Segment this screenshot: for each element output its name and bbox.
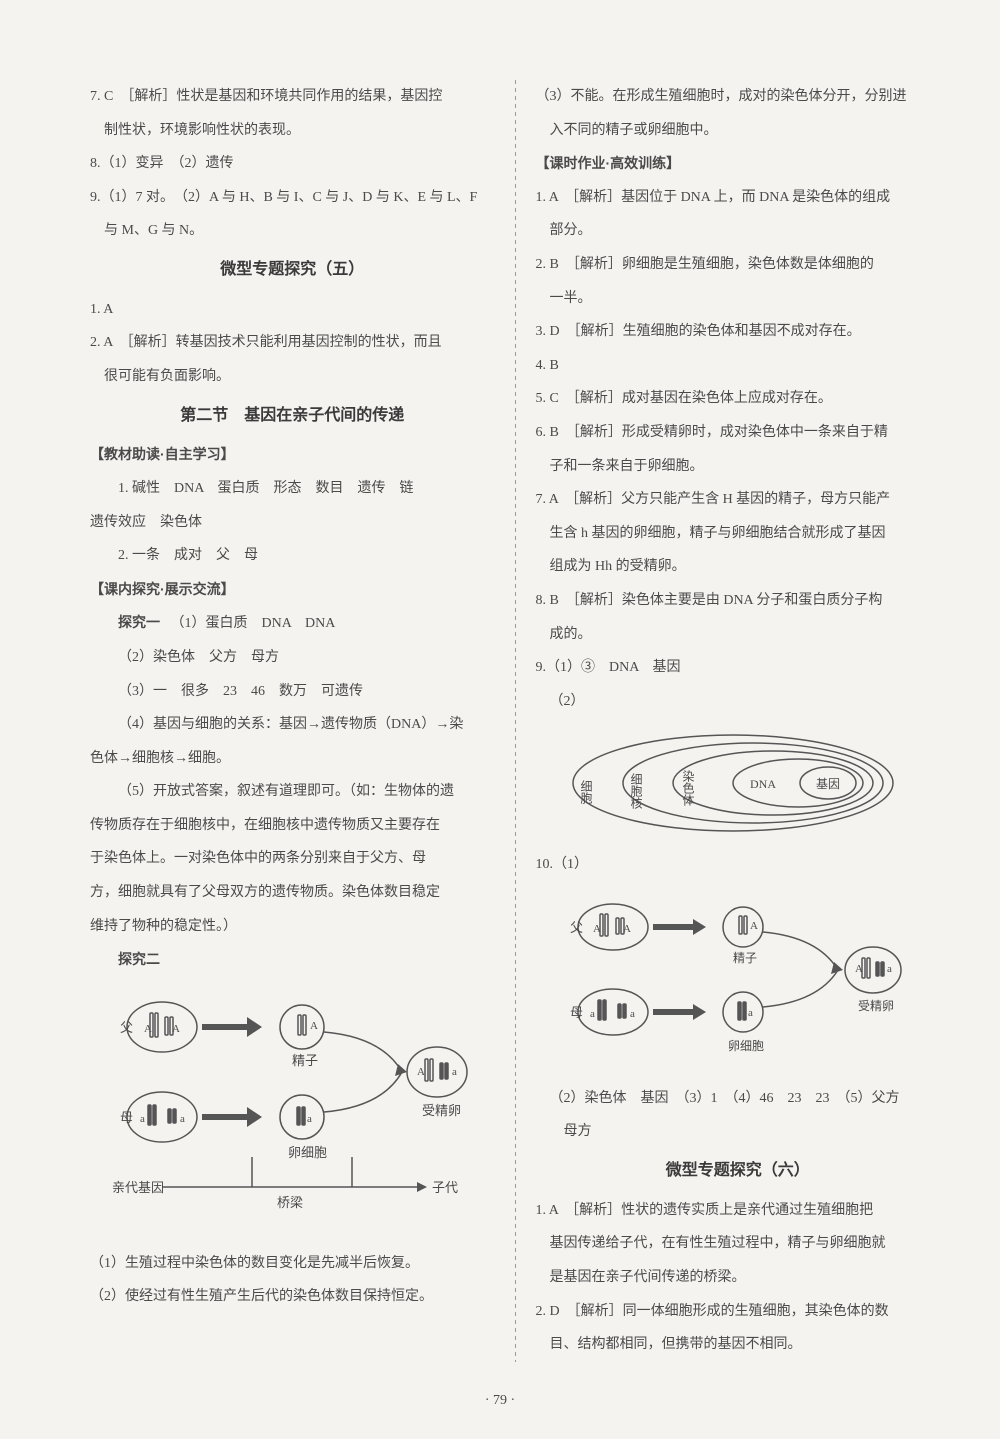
- text-line: （4）基因与细胞的关系：基因→遗传物质（DNA）→染: [90, 708, 495, 742]
- text-line: 基因传递给子代，在有性生殖过程中，精子与卵细胞就: [536, 1227, 941, 1261]
- svg-text:染色体: 染色体: [681, 769, 695, 807]
- svg-text:母: 母: [570, 1005, 583, 1020]
- svg-text:受精卵: 受精卵: [858, 999, 894, 1013]
- column-divider: [515, 80, 516, 1362]
- svg-text:a: a: [452, 1066, 457, 1078]
- left-column: 7. C ［解析］性状是基因和环境共同作用的结果，基因控 制性状，环境影响性状的…: [90, 80, 495, 1362]
- section-heading-micro5: 微型专题探究（五）: [90, 248, 495, 293]
- text-line: （2）染色体 父方 母方: [90, 641, 495, 675]
- text-line: 成的。: [536, 618, 941, 652]
- venn-diagram: 细胞 细胞核 染色体 DNA 基因: [558, 728, 918, 838]
- text-line: 2. D ［解析］同一体细胞形成的生殖细胞，其染色体的数: [536, 1295, 941, 1329]
- svg-text:父: 父: [120, 1020, 133, 1035]
- svg-text:DNA: DNA: [750, 777, 776, 791]
- subheading-explore2: 探究二: [90, 943, 495, 977]
- text-span: （1）蛋白质 DNA DNA: [164, 616, 336, 631]
- subheading-study: 【教材助读·自主学习】: [90, 438, 495, 472]
- subheading-explore: 【课内探究·展示交流】: [90, 573, 495, 607]
- text-line: （1）生殖过程中染色体的数目变化是先减半后恢复。: [90, 1247, 495, 1281]
- text-line: 方，细胞就具有了父母双方的遗传物质。染色体数目稳定: [90, 876, 495, 910]
- text-line: （3）不能。在形成生殖细胞时，成对的染色体分开，分别进: [536, 80, 941, 114]
- text-line: （5）开放式答案，叙述有道理即可。（如：生物体的遗: [90, 775, 495, 809]
- svg-text:a: a: [887, 963, 892, 975]
- text-line: 8. B ［解析］染色体主要是由 DNA 分子和蛋白质分子构: [536, 584, 941, 618]
- text-line: 10.（1）: [536, 848, 941, 882]
- text-line: 9.（1）7 对。 （2）A 与 H、B 与 I、C 与 J、D 与 K、E 与…: [90, 181, 495, 215]
- svg-text:母: 母: [120, 1110, 133, 1125]
- text-line: 传物质存在于细胞核中，在细胞核中遗传物质又主要存在: [90, 809, 495, 843]
- text-line: 目、结构都相同，但携带的基因不相同。: [536, 1328, 941, 1362]
- text-line: 制性状，环境影响性状的表现。: [90, 114, 495, 148]
- text-line: 是基因在亲子代间传递的桥梁。: [536, 1261, 941, 1295]
- text-line: 1. A ［解析］性状的遗传实质上是亲代通过生殖细胞把: [536, 1194, 941, 1228]
- text-line: （2）使经过有性生殖产生后代的染色体数目保持恒定。: [90, 1280, 495, 1314]
- svg-text:a: a: [590, 1008, 595, 1020]
- page-number: · 79 ·: [0, 1393, 1000, 1409]
- svg-text:受精卵: 受精卵: [422, 1103, 461, 1118]
- text-line: 遗传效应 染色体: [90, 506, 495, 540]
- svg-text:A: A: [750, 920, 758, 932]
- text-line: 2. B ［解析］卵细胞是生殖细胞，染色体数是体细胞的: [536, 248, 941, 282]
- svg-text:a: a: [307, 1113, 312, 1125]
- inheritance-diagram-2: 父 A A A 精子 母 a a: [548, 892, 928, 1072]
- svg-text:a: a: [748, 1007, 753, 1019]
- text-line: 7. A ［解析］父方只能产生含 H 基因的精子，母方只能产: [536, 483, 941, 517]
- inheritance-diagram-1: 父 A A A 精子 母 a a: [102, 987, 482, 1237]
- svg-text:细胞: 细胞: [579, 780, 593, 805]
- svg-text:精子: 精子: [292, 1053, 318, 1068]
- svg-text:桥梁: 桥梁: [277, 1195, 303, 1210]
- text-line: 7. C ［解析］性状是基因和环境共同作用的结果，基因控: [90, 80, 495, 114]
- page-container: 7. C ［解析］性状是基因和环境共同作用的结果，基因控 制性状，环境影响性状的…: [90, 80, 940, 1362]
- text-line: 子和一条来自于卵细胞。: [536, 450, 941, 484]
- text-line: 1. A ［解析］基因位于 DNA 上，而 DNA 是染色体的组成: [536, 181, 941, 215]
- text-line: 色体→细胞核→细胞。: [90, 742, 495, 776]
- svg-text:父: 父: [570, 920, 583, 935]
- text-line: 6. B ［解析］形成受精卵时，成对染色体中一条来自于精: [536, 416, 941, 450]
- text-line: 2. 一条 成对 父 母: [90, 539, 495, 573]
- text-line: 部分。: [536, 214, 941, 248]
- text-line: 生含 h 基因的卵细胞，精子与卵细胞结合就形成了基因: [536, 517, 941, 551]
- text-line: （2）: [536, 685, 941, 719]
- svg-text:a: a: [180, 1113, 185, 1125]
- text-line: 维持了物种的稳定性。）: [90, 910, 495, 944]
- text-line: 4. B: [536, 349, 941, 383]
- text-line: 与 M、G 与 N。: [90, 214, 495, 248]
- text-line: 入不同的精子或卵细胞中。: [536, 114, 941, 148]
- text-line: 一半。: [536, 282, 941, 316]
- svg-text:A: A: [144, 1023, 152, 1035]
- text-line: 2. A ［解析］转基因技术只能利用基因控制的性状，而且: [90, 326, 495, 360]
- text-line: 于染色体上。一对染色体中的两条分别来自于父方、母: [90, 842, 495, 876]
- text-line: 探究一 （1）蛋白质 DNA DNA: [90, 606, 495, 641]
- svg-text:卵细胞: 卵细胞: [728, 1039, 764, 1053]
- text-line: 组成为 Hh 的受精卵。: [536, 550, 941, 584]
- svg-text:精子: 精子: [733, 951, 757, 965]
- text-line: 8.（1）变异 （2）遗传: [90, 147, 495, 181]
- text-line: 1. A: [90, 293, 495, 327]
- svg-text:A: A: [417, 1066, 425, 1078]
- section-heading-sec2: 第二节 基因在亲子代间的传递: [90, 394, 495, 439]
- svg-text:a: a: [630, 1008, 635, 1020]
- svg-text:细胞核: 细胞核: [629, 773, 643, 809]
- text-line: （3）一 很多 23 46 数万 可遗传: [90, 675, 495, 709]
- text-line: 很可能有负面影响。: [90, 360, 495, 394]
- svg-text:A: A: [310, 1020, 318, 1032]
- text-line: 1. 碱性 DNA 蛋白质 形态 数目 遗传 链: [90, 472, 495, 506]
- right-column: （3）不能。在形成生殖细胞时，成对的染色体分开，分别进 入不同的精子或卵细胞中。…: [536, 80, 941, 1362]
- section-heading-micro6: 微型专题探究（六）: [536, 1149, 941, 1194]
- bold-label: 探究一: [118, 614, 160, 630]
- text-line: 3. D ［解析］生殖细胞的染色体和基因不成对存在。: [536, 315, 941, 349]
- text-line: 5. C ［解析］成对基因在染色体上应成对存在。: [536, 382, 941, 416]
- subheading-homework: 【课时作业·高效训练】: [536, 147, 941, 181]
- svg-text:a: a: [140, 1113, 145, 1125]
- text-line: （2）染色体 基因 （3）1 （4）46 23 23 （5）父方: [536, 1082, 941, 1116]
- svg-text:子代: 子代: [432, 1180, 458, 1195]
- text-line: 母方: [536, 1115, 941, 1149]
- text-line: 9.（1）③ DNA 基因: [536, 651, 941, 685]
- svg-text:卵细胞: 卵细胞: [288, 1145, 327, 1160]
- svg-text:亲代基因: 亲代基因: [112, 1180, 164, 1195]
- svg-text:基因: 基因: [816, 777, 840, 791]
